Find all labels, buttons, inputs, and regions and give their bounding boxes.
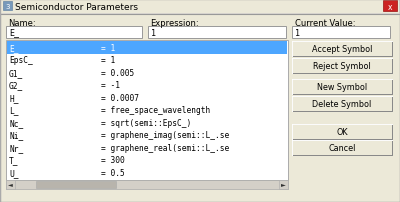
- Text: 1: 1: [151, 28, 156, 37]
- Bar: [279, 180, 288, 188]
- Text: U_: U_: [9, 168, 18, 177]
- Text: ◄: ◄: [8, 182, 13, 187]
- Text: OK: OK: [336, 127, 348, 136]
- Bar: [292, 59, 392, 74]
- Bar: [293, 141, 393, 156]
- Text: New Symbol: New Symbol: [317, 83, 367, 92]
- Text: E_: E_: [9, 28, 19, 37]
- Bar: [292, 42, 392, 57]
- Text: = graphene_imag(semi::L_.se: = graphene_imag(semi::L_.se: [101, 131, 229, 140]
- Text: ►: ►: [281, 182, 286, 187]
- Text: Expression:: Expression:: [150, 18, 199, 27]
- Text: = 0.005: = 0.005: [101, 68, 134, 77]
- Text: Current Value:: Current Value:: [295, 18, 356, 27]
- Text: E_: E_: [9, 44, 18, 53]
- Text: = free_space_wavelength: = free_space_wavelength: [101, 106, 210, 115]
- Bar: [292, 124, 392, 139]
- Text: = -1: = -1: [101, 81, 120, 90]
- Bar: [293, 81, 393, 96]
- Bar: [292, 140, 392, 155]
- Bar: [6, 180, 15, 188]
- Bar: [292, 80, 392, 95]
- Text: = 300: = 300: [101, 156, 125, 164]
- Text: H_: H_: [9, 93, 18, 102]
- Bar: [293, 43, 393, 58]
- Text: Delete Symbol: Delete Symbol: [312, 100, 372, 108]
- Text: Ni_: Ni_: [9, 131, 23, 140]
- Text: Semiconductor Parameters: Semiconductor Parameters: [15, 3, 138, 12]
- Text: x: x: [388, 2, 392, 12]
- Text: Nr_: Nr_: [9, 143, 23, 152]
- Text: 3: 3: [5, 4, 10, 10]
- Text: = 1: = 1: [101, 44, 115, 53]
- Bar: [3, 2, 12, 11]
- Text: G1_: G1_: [9, 68, 23, 77]
- Bar: [292, 27, 390, 39]
- Bar: [293, 125, 393, 140]
- Text: = sqrt(semi::EpsC_): = sqrt(semi::EpsC_): [101, 118, 191, 127]
- Text: = 1: = 1: [101, 56, 115, 65]
- Text: = 0.0007: = 0.0007: [101, 93, 139, 102]
- Text: Name:: Name:: [8, 18, 36, 27]
- Bar: [293, 98, 393, 113]
- Bar: [0, 0, 400, 15]
- Bar: [6, 41, 288, 180]
- Text: L_: L_: [9, 106, 18, 115]
- Text: 1: 1: [295, 28, 300, 37]
- Text: Reject Symbol: Reject Symbol: [313, 62, 371, 71]
- Bar: [36, 181, 116, 188]
- Text: T_: T_: [9, 156, 18, 164]
- Bar: [292, 97, 392, 112]
- Bar: [6, 27, 142, 39]
- Bar: [148, 27, 286, 39]
- Bar: [6, 180, 288, 188]
- Text: Accept Symbol: Accept Symbol: [312, 45, 372, 54]
- Text: Cancel: Cancel: [328, 143, 356, 152]
- Text: = 0.5: = 0.5: [101, 168, 125, 177]
- Bar: [1, 1, 399, 14]
- Text: = graphene_real(semi::L_.se: = graphene_real(semi::L_.se: [101, 143, 229, 152]
- Text: EpsC_: EpsC_: [9, 56, 33, 65]
- Text: Nc_: Nc_: [9, 118, 23, 127]
- Bar: [383, 1, 397, 12]
- Bar: [7, 42, 287, 54]
- Bar: [293, 60, 393, 75]
- Text: G2_: G2_: [9, 81, 23, 90]
